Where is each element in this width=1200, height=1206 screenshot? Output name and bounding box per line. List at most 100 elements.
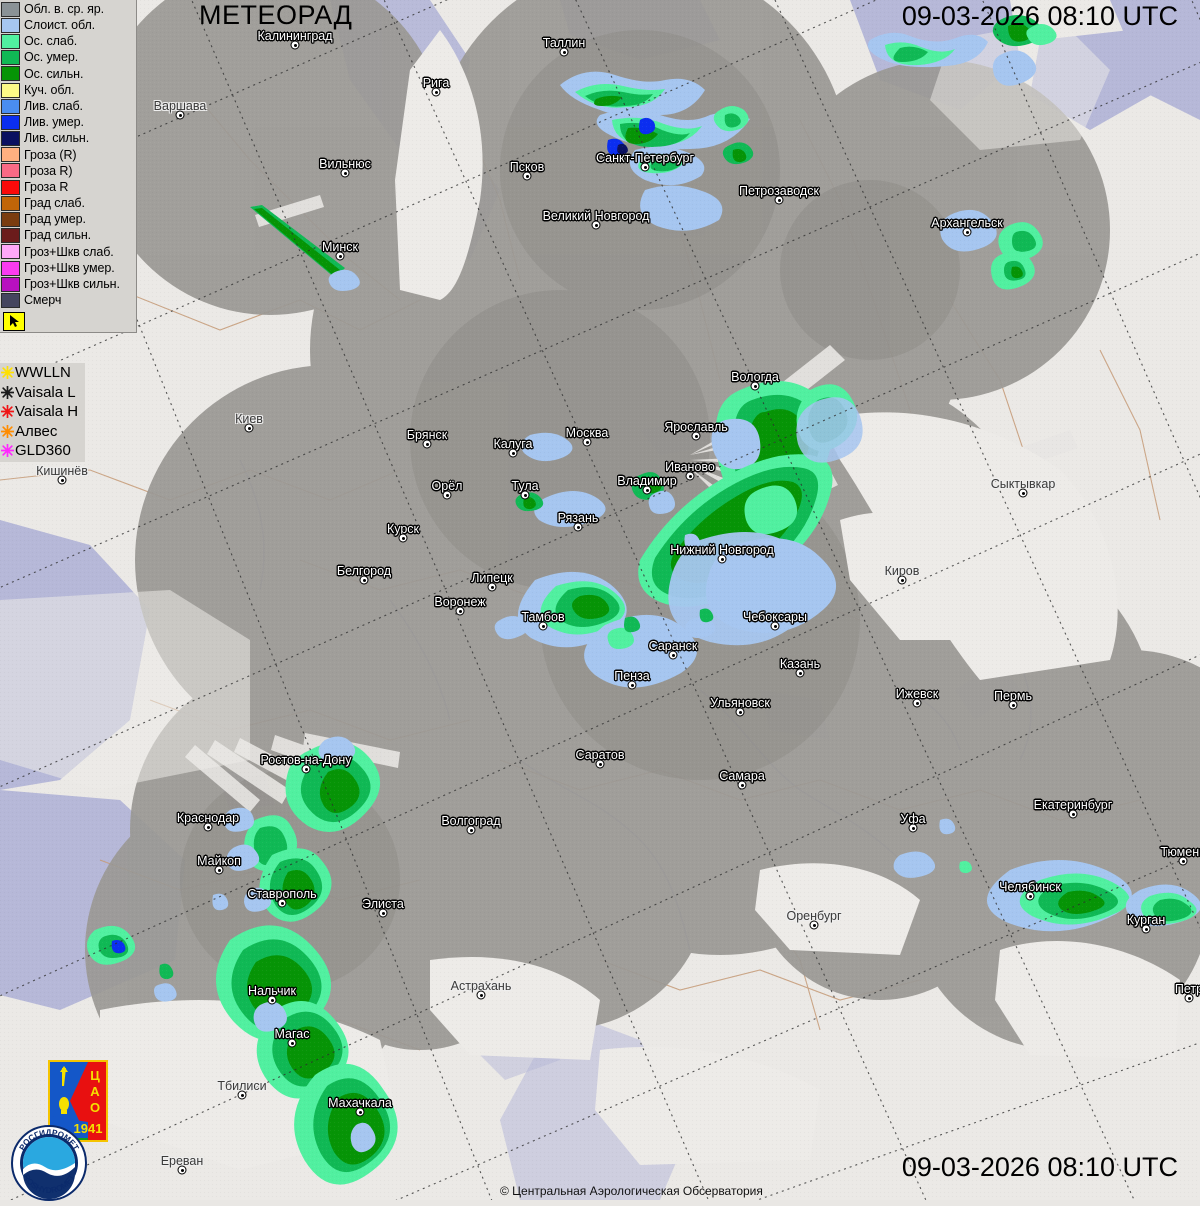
legend-color-swatch — [1, 98, 20, 114]
city-marker-dot — [559, 47, 569, 57]
city-marker-dot — [355, 1107, 365, 1117]
legend-item-label: Гроза R — [24, 179, 69, 194]
legend-item[interactable]: Гроза R) — [1, 163, 134, 179]
cursor-tool-icon[interactable] — [3, 311, 25, 331]
legend-item[interactable]: Смерч — [1, 292, 134, 308]
lightning-cross-icon — [1, 424, 14, 438]
legend-item-label: Смерч — [24, 293, 62, 308]
lightning-network-item[interactable]: Vaisala H — [1, 402, 81, 422]
legend-item[interactable]: Обл. в. ср. яр. — [1, 1, 134, 17]
legend-item-label: Гроз+Шкв умер. — [24, 260, 115, 275]
lightning-network-label: WWLLN — [15, 364, 71, 382]
legend-color-swatch — [1, 131, 20, 147]
legend-item[interactable]: Гроз+Шкв сильн. — [1, 276, 134, 292]
city-marker-dot — [750, 381, 760, 391]
city-marker-dot — [774, 195, 784, 205]
lightning-network-item[interactable]: Vaisala L — [1, 383, 81, 403]
svg-text:Ц: Ц — [90, 1068, 100, 1083]
legend-item[interactable]: Куч. обл. — [1, 82, 134, 98]
legend-item-label: Лив. сильн. — [24, 131, 90, 146]
lightning-network-item[interactable]: WWLLN — [1, 363, 81, 383]
city-marker-dot — [301, 764, 311, 774]
timestamp-top: 09-03-2026 08:10 UTC — [901, 1, 1178, 31]
lightning-network-label: Vaisala H — [15, 403, 79, 421]
legend-item[interactable]: Град умер. — [1, 211, 134, 228]
city-marker-dot — [735, 707, 745, 717]
legend-item-label: Лив. умер. — [24, 115, 84, 130]
legend-color-swatch — [1, 260, 20, 276]
legend-item[interactable]: Гроз+Шкв умер. — [1, 260, 134, 276]
city-marker-dot — [214, 865, 224, 875]
lightning-network-item[interactable]: Алвес — [1, 422, 81, 442]
city-marker-dot — [1025, 891, 1035, 901]
city-marker-dot — [691, 431, 701, 441]
legend-item[interactable]: Гроз+Шкв слаб. — [1, 244, 134, 260]
city-marker-dot — [442, 490, 452, 500]
legend-item-label: Ос. умер. — [24, 50, 79, 65]
legend-item[interactable]: Слоист. обл. — [1, 17, 134, 33]
legend-item-label: Обл. в. ср. яр. — [24, 1, 104, 16]
city-marker-dot — [908, 823, 918, 833]
lightning-network-label: Vaisala L — [15, 383, 76, 401]
legend-color-swatch — [1, 66, 20, 82]
cursor-arrow-icon — [9, 315, 19, 328]
city-marker-dot — [1018, 488, 1028, 498]
lightning-networks-legend[interactable]: WWLLN Vaisala L Vaisala H Алвес GLD360 — [0, 363, 85, 462]
city-marker-dot — [1178, 856, 1188, 866]
timestamp-bottom: 09-03-2026 08:10 UTC — [901, 1152, 1178, 1182]
page-title: МЕТЕОРАД — [199, 0, 353, 30]
lightning-network-label: GLD360 — [15, 442, 71, 460]
city-marker-dot — [267, 995, 277, 1005]
legend-color-swatch — [1, 212, 20, 228]
legend-item-label: Ос. сильн. — [24, 66, 84, 81]
city-marker-dot — [290, 40, 300, 50]
lightning-cross-icon — [1, 405, 14, 419]
legend-item[interactable]: Лив. слаб. — [1, 98, 134, 114]
city-marker-dot — [520, 490, 530, 500]
city-marker-dot — [431, 87, 441, 97]
city-marker-dot — [57, 475, 67, 485]
legend-color-swatch — [1, 33, 20, 49]
city-marker-dot — [962, 227, 972, 237]
city-marker-dot — [627, 680, 637, 690]
legend-color-swatch — [1, 244, 20, 260]
legend-item[interactable]: Ос. сильн. — [1, 66, 134, 82]
city-marker-dot — [287, 1038, 297, 1048]
lightning-network-item[interactable]: GLD360 — [1, 441, 81, 461]
legend-color-swatch — [1, 179, 20, 195]
legend-item[interactable]: Град слаб. — [1, 195, 134, 211]
legend-item[interactable]: Гроза (R) — [1, 147, 134, 163]
city-marker-dot — [237, 1090, 247, 1100]
legend-item-label: Гроза R) — [24, 163, 73, 178]
legend-item[interactable]: Град сильн. — [1, 228, 134, 244]
city-marker-dot — [770, 621, 780, 631]
echo-classification-legend[interactable]: Обл. в. ср. яр. Слоист. обл. Ос. слаб. Ос. … — [0, 0, 137, 333]
city-marker-dot — [640, 162, 650, 172]
legend-color-swatch — [1, 1, 20, 17]
city-marker-dot — [912, 698, 922, 708]
legend-item[interactable]: Лив. сильн. — [1, 131, 134, 147]
legend-item-label: Гроз+Шкв сильн. — [24, 277, 120, 292]
svg-text:А: А — [90, 1084, 100, 1099]
legend-item[interactable]: Лив. умер. — [1, 114, 134, 130]
legend-color-swatch — [1, 292, 20, 308]
city-marker-dot — [359, 575, 369, 585]
lightning-cross-icon — [1, 385, 14, 399]
roshydromet-logo: РОСГИДРОМЕТ ROSHYDROMET — [11, 1125, 87, 1206]
legend-color-swatch — [1, 17, 20, 33]
legend-item-label: Град слаб. — [24, 196, 85, 211]
city-marker-dot — [642, 485, 652, 495]
legend-item[interactable]: Ос. умер. — [1, 50, 134, 66]
city-marker-dot — [244, 423, 254, 433]
city-marker-dot — [573, 522, 583, 532]
city-marker-dot — [591, 220, 601, 230]
city-marker-dot — [203, 822, 213, 832]
city-marker-dot — [522, 171, 532, 181]
city-marker-dot — [668, 650, 678, 660]
lightning-cross-icon — [1, 366, 14, 380]
legend-item[interactable]: Ос. слаб. — [1, 33, 134, 49]
city-marker-dot — [455, 606, 465, 616]
legend-item[interactable]: Гроза R — [1, 179, 134, 195]
